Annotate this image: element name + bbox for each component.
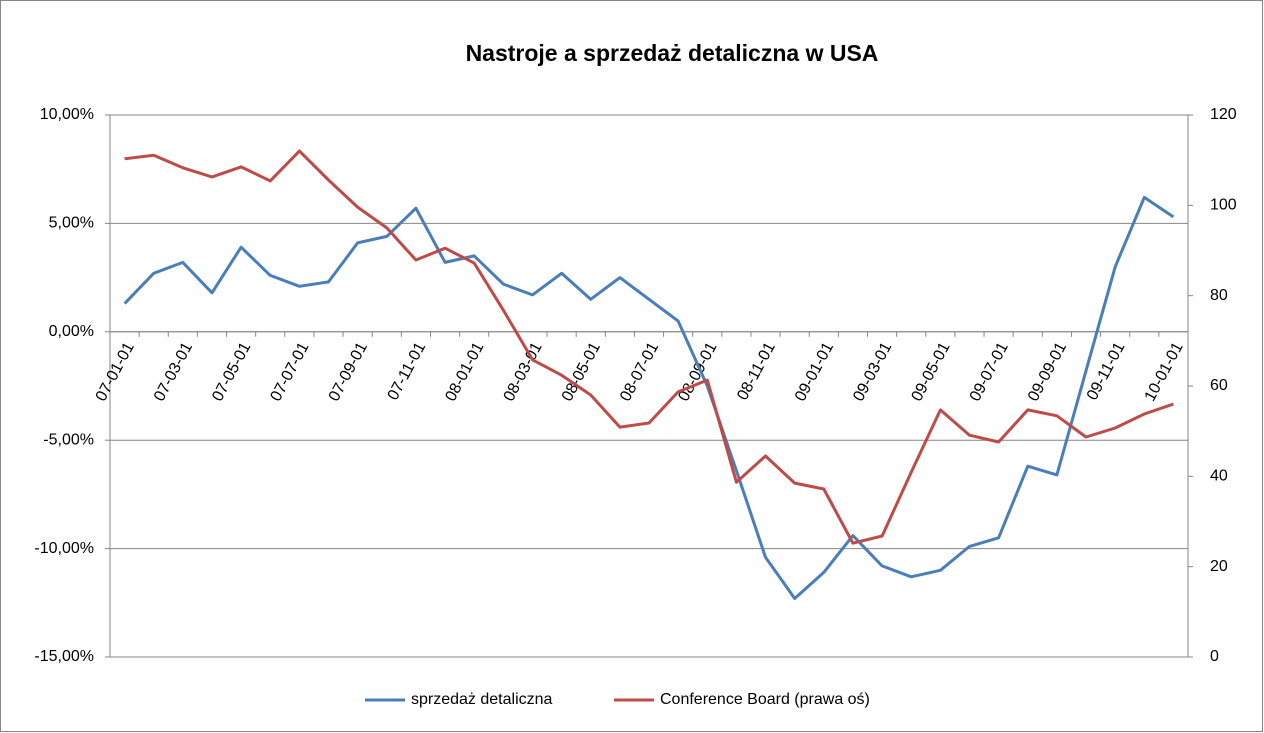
y2-tick-label: 80 <box>1210 287 1228 304</box>
y-tick-label: -10,00% <box>34 540 94 557</box>
y-tick-label: -5,00% <box>43 431 94 448</box>
y-tick-label: 0,00% <box>49 323 94 340</box>
y2-tick-label: 100 <box>1210 197 1237 214</box>
y-tick-label: 10,00% <box>40 106 94 123</box>
y-tick-label: -15,00% <box>34 648 94 665</box>
y2-tick-label: 20 <box>1210 558 1228 575</box>
y2-tick-label: 0 <box>1210 648 1219 665</box>
series-line <box>123 195 1175 600</box>
series-line <box>124 149 1174 545</box>
chart-title: Nastroje a sprzedaż detaliczna w USA <box>466 40 879 66</box>
legend-label: Conference Board (prawa oś) <box>660 691 870 708</box>
y2-tick-label: 60 <box>1210 377 1228 394</box>
legend-label: sprzedaż detaliczna <box>411 691 553 708</box>
y2-tick-label: 120 <box>1210 106 1237 123</box>
y2-tick-label: 40 <box>1210 468 1228 485</box>
y-tick-label: 5,00% <box>49 215 94 232</box>
